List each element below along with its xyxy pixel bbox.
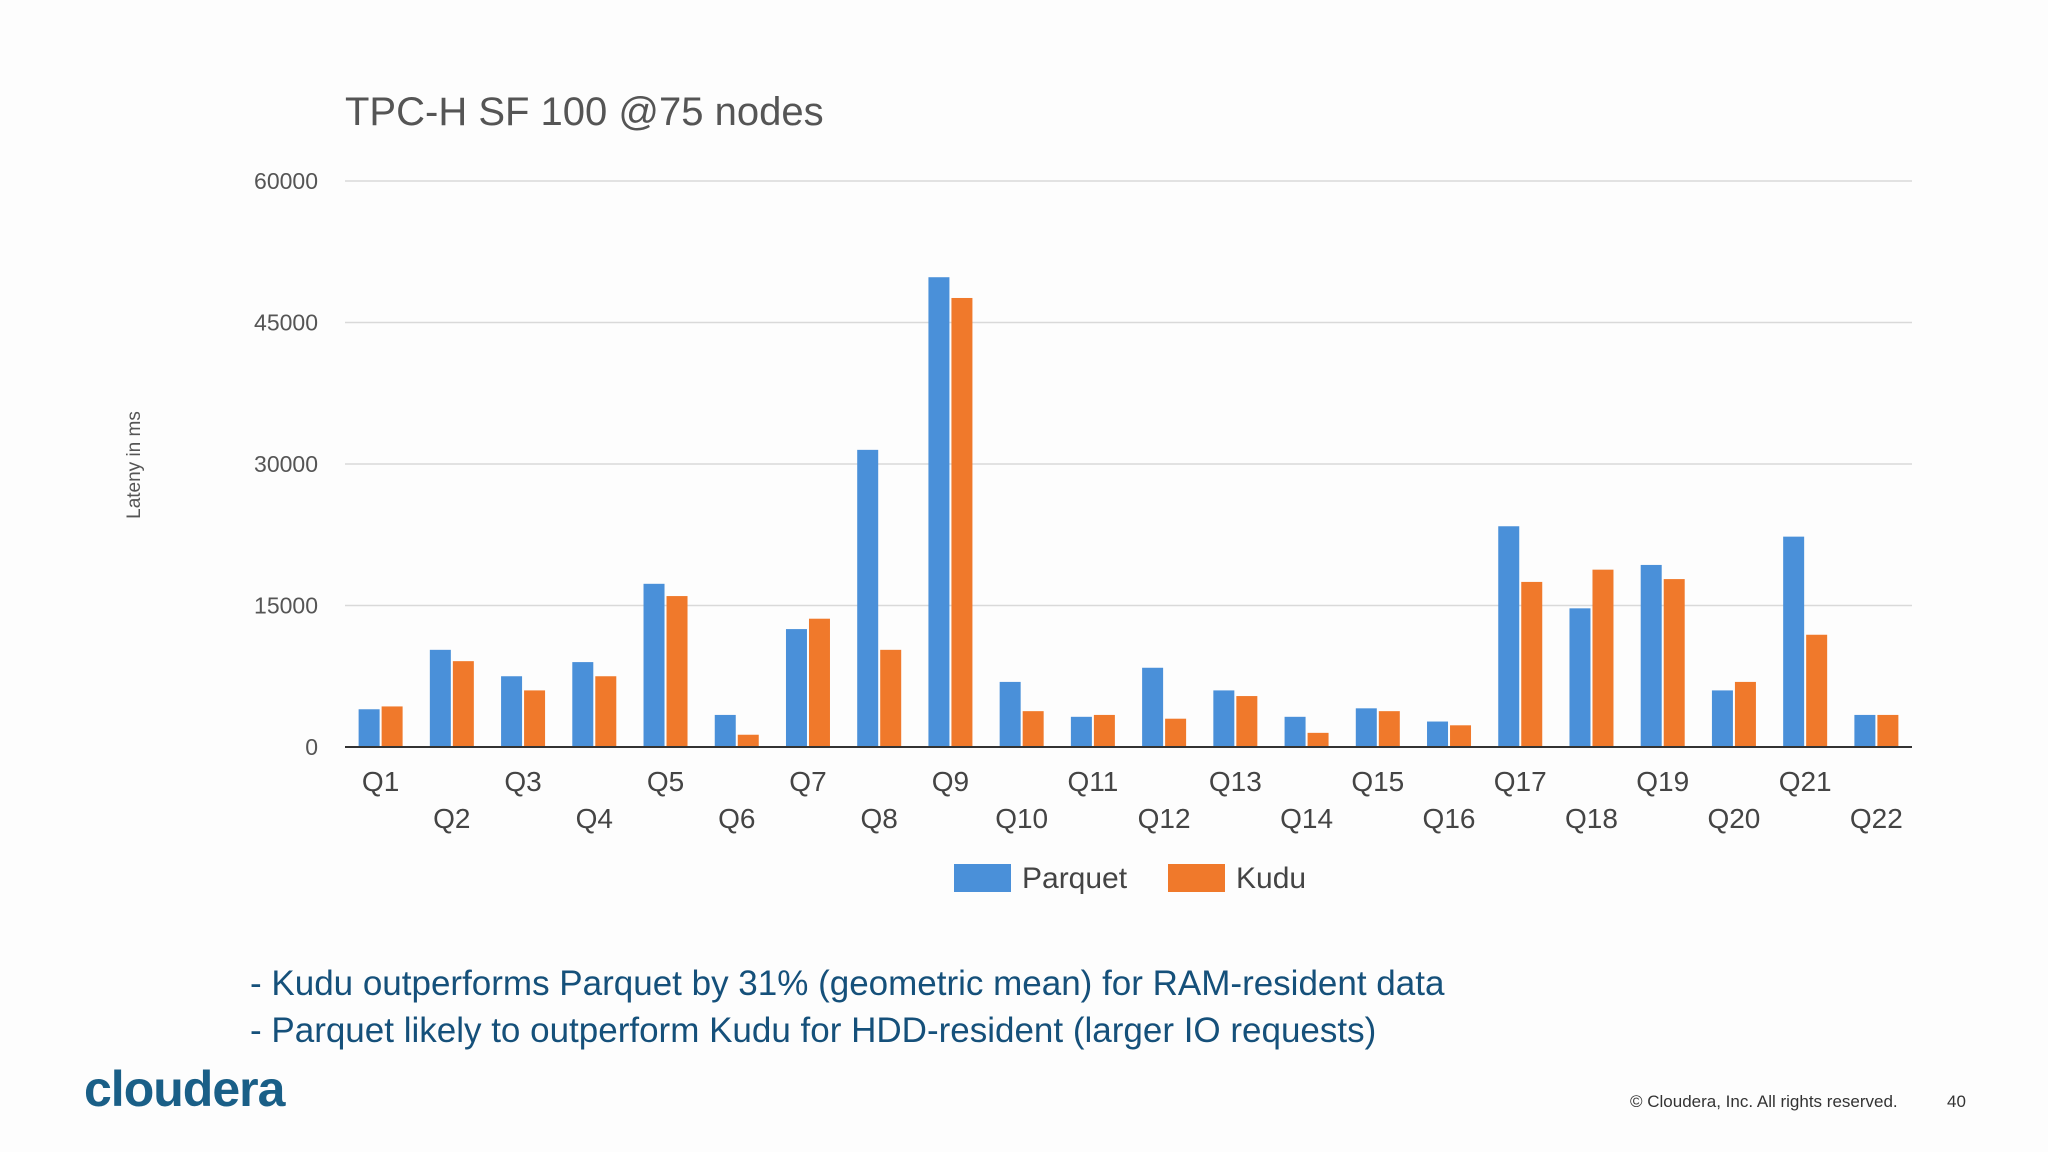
bar-parquet-q10 [999,681,1021,747]
bar-kudu-q4 [595,676,617,747]
x-category-label: Q7 [789,766,826,797]
bar-kudu-q16 [1450,725,1472,747]
bar-parquet-q2 [429,649,451,747]
y-axis-title: Lateny in ms [124,411,145,519]
bar-parquet-q4 [572,662,594,747]
bar-kudu-q20 [1734,681,1756,747]
bar-kudu-q10 [1022,711,1044,747]
legend-label-parquet: Parquet [1022,862,1128,895]
bar-kudu-q12 [1165,718,1187,747]
x-category-label: Q15 [1351,766,1404,797]
bullet-list: - Kudu outperforms Parquet by 31% (geome… [250,960,1444,1054]
bar-kudu-q7 [808,618,830,747]
legend-swatch-kudu [1168,864,1225,892]
x-category-label: Q4 [576,803,613,834]
y-tick-label: 0 [305,734,318,760]
bar-kudu-q6 [737,734,759,747]
x-category-label: Q17 [1494,766,1547,797]
bar-parquet-q6 [714,714,736,747]
legend-label-kudu: Kudu [1236,862,1306,895]
bar-kudu-q2 [452,661,474,747]
bar-parquet-q18 [1569,608,1591,747]
x-category-label: Q11 [1067,766,1118,797]
bar-parquet-q8 [857,449,879,747]
x-category-label: Q13 [1209,766,1262,797]
copyright-text: © Cloudera, Inc. All rights reserved. [1630,1092,1898,1111]
chart-title: TPC-H SF 100 @75 nodes [345,90,824,134]
bar-kudu-q1 [381,706,403,747]
x-category-label: Q8 [861,803,898,834]
x-category-label: Q16 [1423,803,1476,834]
bar-kudu-q19 [1663,579,1685,747]
gridlines [345,180,1912,607]
bullet-item: - Parquet likely to outperform Kudu for … [250,1011,1377,1050]
bullet-item: - Kudu outperforms Parquet by 31% (geome… [250,964,1445,1003]
x-category-label: Q14 [1280,803,1333,834]
x-category-label: Q20 [1707,803,1760,834]
x-category-label: Q21 [1779,766,1832,797]
bar-parquet-q19 [1640,564,1662,747]
bar-kudu-q13 [1236,696,1258,747]
bar-kudu-q3 [524,690,546,747]
x-category-label: Q1 [362,766,399,797]
page-number: 40 [1947,1092,1966,1111]
legend: Parquet Kudu [954,862,1306,895]
bar-kudu-q8 [880,649,902,747]
bar-parquet-q5 [643,583,665,747]
bar-kudu-q17 [1521,581,1543,747]
bar-parquet-q22 [1854,714,1876,747]
bar-kudu-q22 [1877,714,1899,747]
legend-swatch-parquet [954,864,1011,892]
bar-parquet-q1 [358,709,380,747]
x-category-label: Q6 [718,803,755,834]
x-axis-labels: Q1 Q2 Q3 Q4 Q5 Q6 Q7 Q8 Q9 Q10 Q11 Q12 Q13 Q14 Q15 Q16 Q… [362,766,1903,834]
bars [358,277,1899,747]
x-category-label: Q12 [1138,803,1191,834]
bar-parquet-q13 [1213,690,1235,747]
y-tick-label: 45000 [254,310,318,336]
bar-parquet-q12 [1142,667,1164,747]
bar-parquet-q21 [1783,536,1805,747]
x-category-label: Q22 [1850,803,1903,834]
bar-kudu-q9 [951,297,973,747]
bar-kudu-q18 [1592,569,1614,747]
x-category-label: Q9 [932,766,969,797]
bar-parquet-q20 [1711,690,1733,747]
bar-kudu-q15 [1378,711,1400,747]
y-tick-label: 60000 [254,168,318,194]
bar-parquet-q17 [1498,526,1520,747]
y-tick-label: 30000 [254,451,318,477]
x-category-label: Q5 [647,766,684,797]
bar-parquet-q14 [1284,716,1306,747]
x-category-label: Q3 [504,766,541,797]
y-tick-label: 15000 [254,593,318,619]
bar-kudu-q11 [1093,714,1115,747]
cloudera-logo: cloudera [84,1061,285,1117]
bar-kudu-q21 [1806,634,1828,747]
bar-parquet-q3 [501,676,523,747]
bar-parquet-q9 [928,277,950,747]
x-category-label: Q18 [1565,803,1618,834]
y-axis-ticks: 0 15000 30000 45000 60000 [254,168,318,760]
bar-parquet-q16 [1427,721,1449,747]
x-category-label: Q19 [1636,766,1689,797]
x-category-label: Q10 [995,803,1048,834]
bar-kudu-q14 [1307,732,1329,747]
bar-parquet-q11 [1070,716,1092,747]
bar-kudu-q5 [666,596,688,747]
bar-parquet-q15 [1355,708,1377,747]
bar-parquet-q7 [785,629,807,747]
x-category-label: Q2 [433,803,470,834]
